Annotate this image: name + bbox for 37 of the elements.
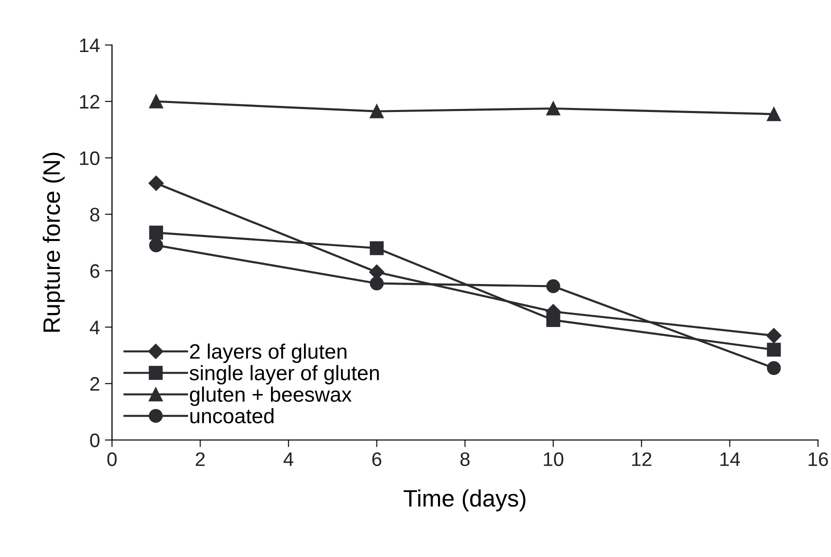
x-tick-label: 2 [196,452,205,466]
point [766,107,781,122]
point [370,276,384,290]
y-tick-label: 10 [80,151,100,166]
point [149,94,164,108]
point [766,342,781,357]
point [149,238,164,252]
x-axis-title: Time (days) [404,489,526,512]
x-tick-label: 12 [632,452,652,466]
point [766,328,782,344]
y-tick-label: 6 [90,264,100,278]
y-tick-label: 14 [80,38,100,52]
y-axis-title: Rupture force (N) [42,152,65,332]
point [766,361,781,375]
x-tick-label: 10 [544,452,564,466]
legend-label: single layer of gluten [190,365,379,384]
point [546,279,560,294]
y-tick-label: 4 [90,320,100,334]
y-tick-label: 8 [90,208,100,222]
point [546,102,560,116]
legend-label: gluten + beeswax [190,386,352,406]
legend-label: uncoated [190,408,274,424]
x-tick-label: 8 [460,452,470,466]
y-tick-label: 2 [90,377,100,391]
point [546,313,560,328]
x-tick-label: 0 [107,452,117,466]
x-tick-label: 4 [284,452,294,466]
point [148,176,164,191]
y-tick-label: 12 [80,94,100,108]
y-tick-label: 0 [90,433,100,448]
point [370,104,384,118]
x-tick-label: 14 [720,452,740,466]
x-tick-label: 16 [808,452,828,466]
x-tick-label: 6 [372,452,382,466]
point [370,241,384,256]
legend-label: 2 layers of gluten [190,344,346,363]
point [149,226,164,240]
